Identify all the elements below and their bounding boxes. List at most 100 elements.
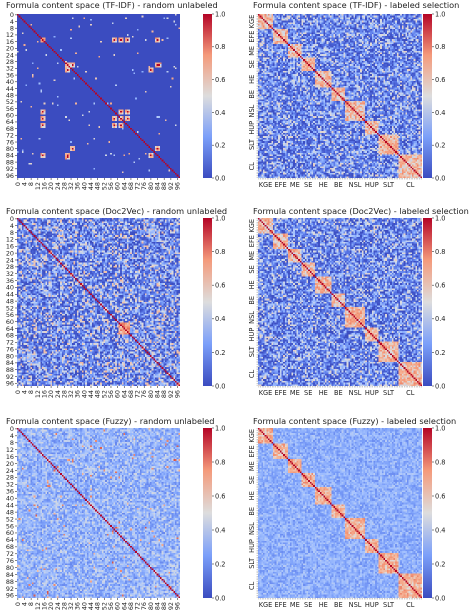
x-tick-label: 0 <box>14 390 22 394</box>
colorbar-tick-label: 0.6 <box>215 282 226 290</box>
y-tick-label: HE <box>248 75 256 84</box>
y-tick-label: 72 <box>6 339 14 347</box>
y-tick-label: 32 <box>6 270 14 278</box>
y-tick-label: EFE <box>248 31 256 43</box>
x-tick-label: NSL <box>349 601 362 609</box>
x-tick-label: 40 <box>80 182 88 190</box>
y-tick-label: 92 <box>6 165 14 173</box>
y-tick-label: 68 <box>6 125 14 133</box>
x-tick-label: 4 <box>20 602 28 606</box>
y-tick-label: KGE <box>248 429 256 443</box>
colorbar-tick-label: 0.8 <box>435 43 446 51</box>
x-tick-label: 32 <box>67 602 75 610</box>
colorbar-tick-label: 1.0 <box>435 214 446 222</box>
x-tick-label: 0 <box>14 182 22 186</box>
x-tick-label: SLT <box>383 181 395 189</box>
y-tick-label: 20 <box>6 45 14 53</box>
x-tick-label: HE <box>319 601 328 609</box>
colorbar-tick-label: 0.4 <box>215 315 226 323</box>
x-tick-label: 76 <box>140 390 148 398</box>
y-tick-label: 76 <box>6 557 14 565</box>
y-tick-label: BE <box>248 507 256 516</box>
y-tick-label: 60 <box>6 318 14 326</box>
x-tick-label: 24 <box>54 182 62 190</box>
colorbar-tick-label: 1.0 <box>215 214 226 222</box>
y-tick-label: HE <box>248 280 256 289</box>
x-tick-label: HE <box>319 389 328 397</box>
y-tick-label: 68 <box>6 332 14 340</box>
y-tick-label: 64 <box>6 118 14 126</box>
x-tick-label: CL <box>406 181 415 189</box>
x-tick-label: HUP <box>365 601 379 609</box>
y-tick-label: 44 <box>6 291 14 299</box>
x-tick-label: 36 <box>74 182 82 190</box>
y-tick-label: 8 <box>10 439 14 447</box>
x-tick-label: 72 <box>134 390 142 398</box>
x-tick-label: 28 <box>60 602 68 610</box>
y-tick-label: 96 <box>6 172 14 180</box>
y-tick-label: 36 <box>6 277 14 285</box>
y-tick-label: 80 <box>6 564 14 572</box>
x-tick-label: 28 <box>60 182 68 190</box>
y-tick-label: 16 <box>6 38 14 46</box>
colorbar <box>423 428 432 598</box>
y-tick-label: HUP <box>248 539 256 553</box>
y-tick-label: 84 <box>6 152 14 160</box>
x-tick-label: BE <box>334 181 343 189</box>
y-tick-label: 0 <box>10 425 14 433</box>
x-tick-label: 80 <box>147 602 155 610</box>
y-tick-label: 64 <box>6 536 14 544</box>
colorbar-tick-label: 0.4 <box>435 315 446 323</box>
heatmap-cells <box>17 428 180 598</box>
x-tick-label: 76 <box>140 182 148 190</box>
y-tick-label: SE <box>248 265 256 273</box>
panel-title: Formula content space (TF-IDF) - labeled… <box>253 0 459 10</box>
y-tick-label: 92 <box>6 373 14 381</box>
x-tick-label: 8 <box>27 602 35 606</box>
colorbar-tick-label: 1.0 <box>435 424 446 432</box>
x-tick-label: 20 <box>47 390 55 398</box>
x-tick-label: SE <box>304 389 312 397</box>
panel-title: Formula content space (Doc2Vec) - random… <box>6 206 227 216</box>
x-tick-label: 92 <box>167 182 175 190</box>
y-tick-label: 52 <box>6 98 14 106</box>
colorbar-tick-label: 0.0 <box>215 594 226 602</box>
x-tick-label: KGE <box>259 601 273 609</box>
y-tick-label: 96 <box>6 592 14 600</box>
x-tick-label: 96 <box>174 182 182 190</box>
y-tick-label: CL <box>248 370 256 379</box>
y-tick-label: SE <box>248 60 256 68</box>
y-tick-label: 72 <box>6 550 14 558</box>
y-tick-label: EFE <box>248 445 256 457</box>
x-tick-label: NSL <box>349 181 362 189</box>
y-tick-label: 56 <box>6 105 14 113</box>
colorbar <box>203 218 212 386</box>
x-tick-label: 12 <box>34 182 42 190</box>
y-tick-label: ME <box>248 251 256 261</box>
colorbar-tick-label: 0.2 <box>435 349 446 357</box>
y-tick-label: 76 <box>6 345 14 353</box>
x-tick-label: 40 <box>80 390 88 398</box>
colorbar-tick-label: 0.2 <box>435 560 446 568</box>
x-tick-label: 36 <box>74 390 82 398</box>
y-tick-label: 24 <box>6 256 14 264</box>
x-tick-label: 64 <box>120 182 128 190</box>
y-tick-label: 60 <box>6 529 14 537</box>
heatmap-cells <box>258 428 422 598</box>
y-tick-label: 28 <box>6 263 14 271</box>
heatmap-cells <box>258 218 422 386</box>
colorbar-tick-label: 0.6 <box>435 282 446 290</box>
heatmap-panel-3: Formula content space (Doc2Vec) - random… <box>6 206 227 398</box>
x-tick-label: 4 <box>20 182 28 186</box>
x-tick-label: 20 <box>47 602 55 610</box>
x-tick-label: NSL <box>349 389 362 397</box>
x-tick-label: 80 <box>147 390 155 398</box>
y-tick-label: HUP <box>248 121 256 135</box>
x-tick-label: 32 <box>67 390 75 398</box>
x-tick-label: 28 <box>60 390 68 398</box>
y-tick-label: 88 <box>6 578 14 586</box>
y-tick-label: 8 <box>10 229 14 237</box>
y-tick-label: 40 <box>6 284 14 292</box>
x-tick-label: 92 <box>167 602 175 610</box>
